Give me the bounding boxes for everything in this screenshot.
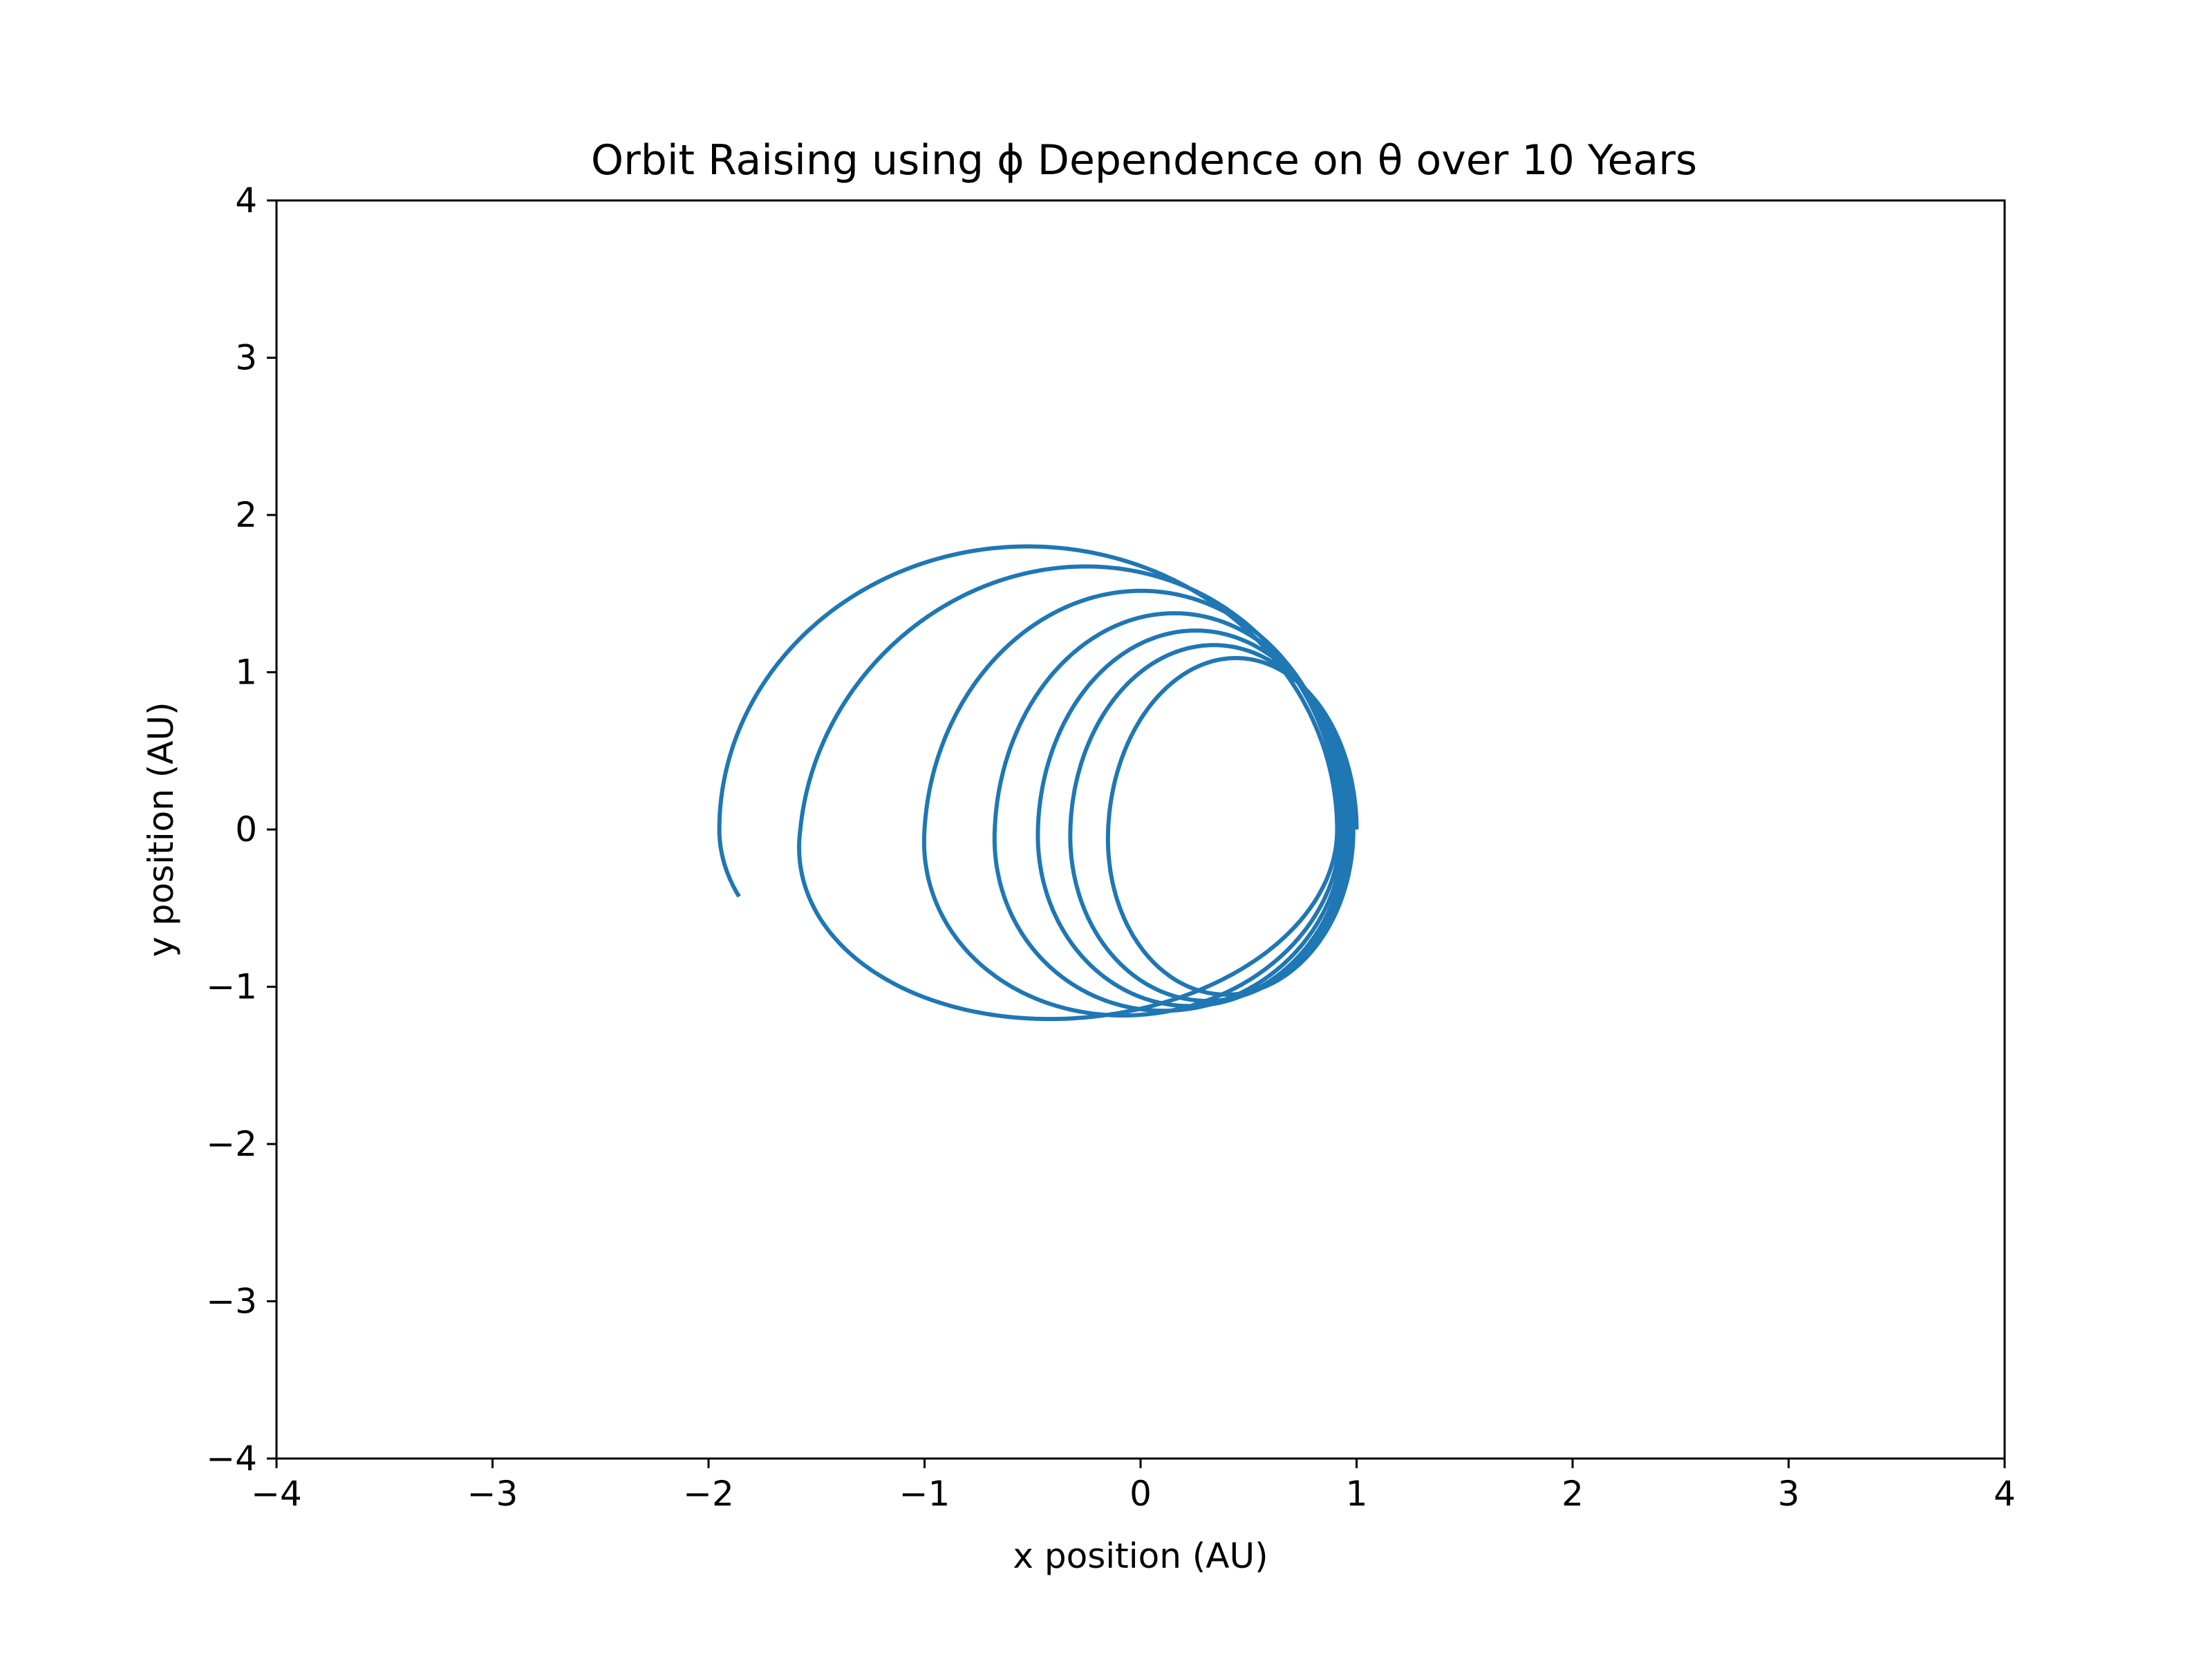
x-tick-label: −4 (251, 1474, 302, 1514)
plot-area (717, 544, 1359, 1022)
orbit-trajectory-line (717, 544, 1359, 1022)
x-tick-label: 2 (1562, 1474, 1584, 1514)
y-axis-label: y position (AU) (141, 702, 181, 957)
y-tick-label: −2 (206, 1124, 257, 1164)
y-tick-label: 2 (235, 495, 257, 535)
y-tick-label: −3 (206, 1282, 257, 1322)
x-tick-label: 3 (1778, 1474, 1800, 1514)
x-tick-label: 4 (1994, 1474, 2016, 1514)
x-axis-ticks: −4 −3 −2 −1 0 1 2 3 4 (251, 1459, 2016, 1514)
y-tick-label: 4 (235, 180, 257, 221)
y-tick-label: 1 (235, 653, 257, 693)
y-axis-ticks: −4 −3 −2 −1 0 1 2 3 4 (206, 180, 276, 1479)
y-tick-label: −4 (206, 1438, 257, 1479)
x-tick-label: −1 (899, 1474, 950, 1514)
y-tick-label: 0 (235, 809, 257, 850)
x-tick-label: 1 (1346, 1474, 1368, 1514)
x-tick-label: −2 (683, 1474, 734, 1514)
x-axis-label: x position (AU) (1013, 1536, 1268, 1576)
x-tick-label: 0 (1130, 1474, 1152, 1514)
y-tick-label: −1 (206, 967, 257, 1007)
x-tick-label: −3 (467, 1474, 518, 1514)
chart-title: Orbit Raising using ϕ Dependence on θ ov… (591, 136, 1697, 185)
y-tick-label: 3 (235, 338, 257, 378)
